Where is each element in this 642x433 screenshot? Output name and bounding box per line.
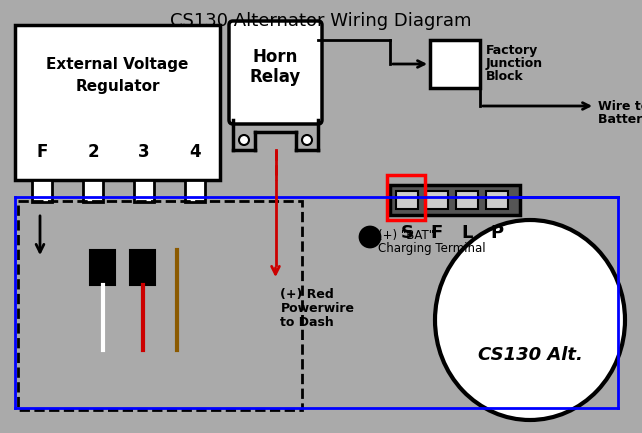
Text: 4: 4 xyxy=(189,143,201,161)
Ellipse shape xyxy=(435,220,625,420)
Text: CS130 Alternator Wiring Diagram: CS130 Alternator Wiring Diagram xyxy=(170,12,472,30)
Bar xyxy=(390,185,520,215)
Bar xyxy=(456,191,478,209)
Bar xyxy=(430,40,480,88)
Text: F: F xyxy=(431,224,443,242)
Text: Regulator: Regulator xyxy=(75,80,160,94)
Text: (+) "BAT": (+) "BAT" xyxy=(378,229,434,242)
Bar xyxy=(396,191,418,209)
Bar xyxy=(185,180,205,202)
Circle shape xyxy=(360,227,380,247)
Text: Block: Block xyxy=(486,70,524,83)
Bar xyxy=(32,180,52,202)
Circle shape xyxy=(302,135,312,145)
Bar xyxy=(134,180,154,202)
Text: Horn: Horn xyxy=(253,48,298,66)
Text: CS130 Alt.: CS130 Alt. xyxy=(478,346,582,364)
Bar xyxy=(486,191,508,209)
Bar xyxy=(426,191,448,209)
Text: L: L xyxy=(462,224,473,242)
Bar xyxy=(83,180,103,202)
Text: External Voltage: External Voltage xyxy=(46,58,189,72)
Text: Battery (+): Battery (+) xyxy=(598,113,642,126)
Text: 2: 2 xyxy=(87,143,99,161)
Text: Junction: Junction xyxy=(486,57,543,70)
Bar xyxy=(387,175,425,220)
Text: to Dash: to Dash xyxy=(281,316,334,329)
Text: Wire to: Wire to xyxy=(598,100,642,113)
Text: P: P xyxy=(490,224,503,242)
Text: Relay: Relay xyxy=(250,68,301,86)
Bar xyxy=(18,201,302,410)
Text: Powerwire: Powerwire xyxy=(281,302,354,315)
FancyBboxPatch shape xyxy=(229,21,322,124)
Bar xyxy=(130,250,155,285)
Bar xyxy=(15,25,220,180)
Text: Factory: Factory xyxy=(486,44,538,57)
Bar xyxy=(90,250,115,285)
Circle shape xyxy=(239,135,249,145)
Text: F: F xyxy=(37,143,48,161)
Text: (+) Red: (+) Red xyxy=(281,288,334,301)
Text: S: S xyxy=(401,224,413,242)
Text: 3: 3 xyxy=(138,143,150,161)
Text: Charging Terminal: Charging Terminal xyxy=(378,242,485,255)
